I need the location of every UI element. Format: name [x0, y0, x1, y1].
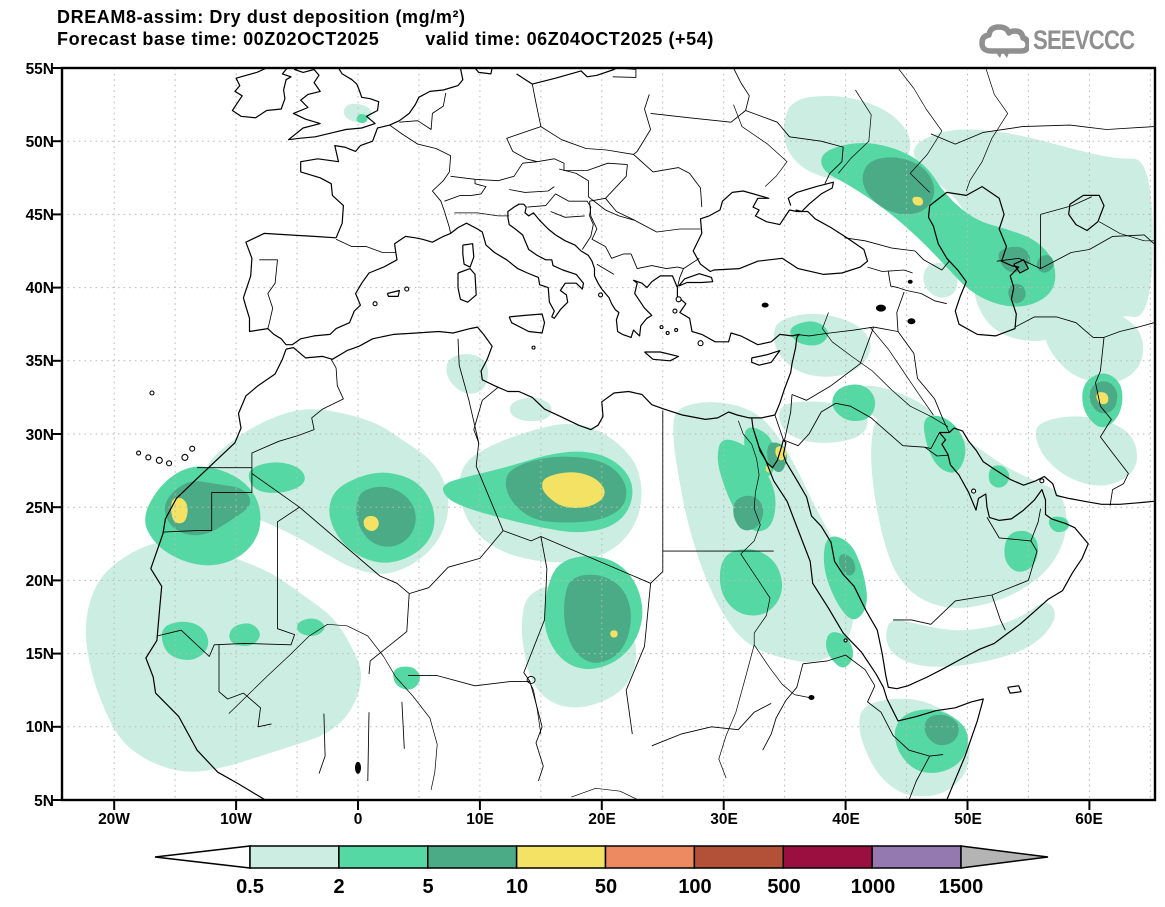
- forecast-base-time: Forecast base time: 00Z02OCT2025: [57, 29, 380, 49]
- colorbar-level: 500: [767, 876, 800, 898]
- y-tick-label: 10N: [26, 719, 54, 736]
- x-tick-label: 10W: [220, 811, 252, 828]
- x-tick-label: 0: [354, 811, 363, 828]
- x-tick-label: 20W: [98, 811, 130, 828]
- x-tick-label: 30E: [710, 811, 738, 828]
- x-tick-label: 50E: [954, 811, 982, 828]
- x-axis-labels: 20W 10W 0 10E 20E 30E 40E 50E 60E: [98, 811, 1103, 828]
- cloud-icon: [979, 24, 1030, 58]
- title-block: DREAM8-assim: Dry dust deposition (mg/m²…: [57, 6, 714, 50]
- colorbar-level: 100: [678, 876, 711, 898]
- colorbar-level: 2: [333, 876, 344, 898]
- y-axis-labels: 55N 50N 45N 40N 35N 30N 25N 20N 15N 10N …: [26, 61, 54, 810]
- plot-frame: [52, 66, 1157, 810]
- chart-title: DREAM8-assim: Dry dust deposition (mg/m²…: [57, 7, 466, 27]
- y-tick-label: 45N: [26, 207, 54, 224]
- colorbar-level: 10: [506, 876, 528, 898]
- x-tick-label: 40E: [832, 811, 860, 828]
- colorbar-level: 1000: [851, 876, 896, 898]
- x-tick-label: 60E: [1075, 811, 1103, 828]
- colorbar-level: 5: [422, 876, 433, 898]
- colorbar-level: 50: [595, 876, 617, 898]
- y-tick-label: 55N: [26, 61, 54, 78]
- seevccc-logo: SEEVCCC: [977, 20, 1157, 60]
- map-layers: [62, 68, 1155, 800]
- x-tick-label: 10E: [466, 811, 494, 828]
- y-tick-label: 5N: [34, 793, 54, 810]
- y-tick-label: 30N: [26, 427, 54, 444]
- y-tick-label: 25N: [26, 500, 54, 517]
- y-tick-label: 20N: [26, 573, 54, 590]
- logo-text: SEEVCCC: [1033, 24, 1135, 55]
- y-tick-label: 40N: [26, 280, 54, 297]
- valid-time: valid time: 06Z04OCT2025 (+54): [425, 29, 714, 49]
- colorbar-level: 0.5: [236, 876, 264, 898]
- x-tick-label: 20E: [588, 811, 616, 828]
- y-tick-label: 35N: [26, 353, 54, 370]
- colorbar-legend: [154, 845, 1049, 869]
- y-tick-label: 50N: [26, 134, 54, 151]
- y-tick-label: 15N: [26, 646, 54, 663]
- colorbar-labels: 0.5 2 5 10 50 100 500 1000 1500: [236, 876, 983, 898]
- colorbar-level: 1500: [939, 876, 984, 898]
